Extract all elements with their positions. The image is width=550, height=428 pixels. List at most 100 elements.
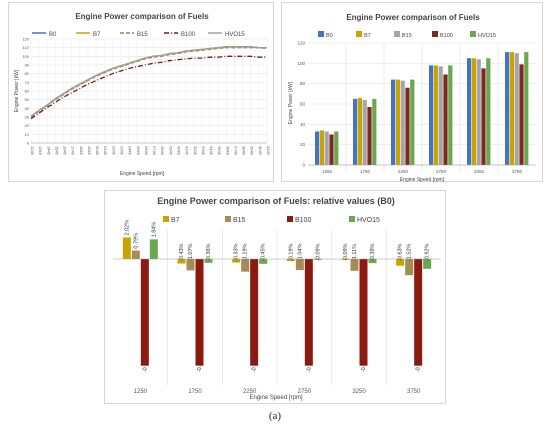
x-tick-label: 1750: [188, 389, 202, 395]
x-tick-label: 1250: [134, 389, 148, 395]
data-label: -1.52%: [407, 243, 413, 261]
bar-b100-3750: [414, 259, 423, 366]
bar-chart: Engine Power comparison of Fuels B0 B7 B15 B…: [288, 13, 536, 183]
legend-label-b15: B15: [137, 32, 148, 38]
relative-chart-panel: Engine Power comparison of Fuels: relati…: [104, 190, 446, 404]
legend-label-hvo15: HVO15: [357, 217, 380, 224]
data-label: -0.1: [142, 363, 148, 372]
x-axis-label: Engine Speed [rpm]: [249, 395, 302, 401]
data-label: -1.11%: [352, 244, 358, 261]
x-tick-label: 2945: [168, 146, 173, 156]
data-label: 1.84%: [151, 222, 157, 238]
bar-b0-1750: [353, 98, 358, 165]
x-tick-label: 3445: [209, 146, 214, 156]
bar-b0-3750: [505, 52, 510, 165]
legend-label-b15: B15: [402, 33, 412, 39]
bar-hvo15-1750: [372, 98, 377, 165]
y-tick-label: 60: [300, 102, 306, 107]
x-tick-label: 1845: [79, 146, 84, 156]
x-tick-label: 3245: [193, 146, 198, 156]
y-tick-label: 20: [300, 142, 306, 147]
bar-b7-2750: [433, 65, 438, 165]
data-label: -0.09%: [343, 243, 349, 261]
relative-bar-chart: Engine Power comparison of Fuels: relati…: [113, 196, 441, 401]
data-label: -0.1: [197, 363, 203, 372]
bar-chart-panel: Engine Power comparison of Fuels B0 B7 B15 B…: [281, 2, 543, 183]
bar-hvo15-2750: [448, 65, 453, 165]
x-tick-label: 2750: [298, 389, 312, 395]
bar-b0-2750: [429, 65, 434, 165]
bar-b100-1250: [329, 134, 334, 165]
bar-hvo15-1250: [149, 239, 158, 259]
x-tick-label: 4045: [258, 146, 263, 156]
legend-label-b0: B0: [326, 33, 333, 39]
y-tick-label: 40: [25, 106, 30, 111]
legend-swatch-hvo15: [349, 216, 355, 222]
bar-b15-2250: [241, 259, 250, 272]
bar-hvo15-3750: [524, 52, 529, 165]
x-tick-label: 3545: [217, 146, 222, 156]
bar-b7-3750: [396, 259, 405, 266]
data-label: -0.92%: [425, 243, 431, 261]
chart-title: Engine Power comparison of Fuels: [75, 12, 209, 21]
data-label: -0.1: [361, 363, 367, 372]
bar-hvo15-1250: [334, 131, 339, 165]
bar-b0-2250: [391, 79, 396, 165]
y-tick-label: 100: [22, 54, 29, 59]
legend-label-b15: B15: [233, 217, 246, 224]
bar-b15-1250: [324, 131, 329, 165]
x-tick-label: 1445: [46, 146, 51, 156]
data-label: -0.45%: [261, 243, 267, 261]
x-tick-label: 2145: [103, 146, 108, 156]
chart-title: Engine Power comparison of Fuels: relati…: [157, 196, 395, 206]
x-tick-label: 2645: [144, 146, 149, 156]
x-tick-label: 1645: [63, 146, 68, 156]
data-label: -0.39%: [370, 243, 376, 261]
x-tick-label: 3250: [352, 389, 366, 395]
y-tick-label: 80: [300, 81, 306, 86]
line-chart: Engine Power comparison of Fuels B0 B7 B15 B…: [14, 12, 271, 177]
y-tick-label: 70: [25, 80, 30, 85]
y-tick-label: 10: [25, 132, 30, 137]
bar-b15-1750: [362, 99, 367, 165]
legend-label-hvo15: HVO15: [478, 33, 496, 39]
data-label: -1.07%: [188, 243, 194, 261]
series-line-b100: [30, 55, 267, 120]
bar-hvo15-1750: [204, 259, 213, 263]
data-label: -0.43%: [179, 243, 185, 261]
legend-swatch-b15: [225, 216, 231, 222]
bar-b15-2250: [400, 80, 405, 165]
bar-b7-1250: [319, 130, 324, 165]
x-tick-label: 1945: [87, 146, 92, 156]
x-tick-label: 3945: [250, 146, 255, 156]
legend-label-b0: B0: [49, 32, 57, 38]
x-tick-label: 1245: [30, 146, 35, 156]
legend-swatch-b0: [318, 31, 324, 37]
bar-b100-1250: [140, 259, 149, 366]
bar-hvo15-2250: [410, 79, 415, 165]
x-tick-label: 3645: [225, 146, 230, 156]
y-tick-label: 0: [27, 141, 30, 146]
y-tick-label: 20: [25, 123, 30, 128]
legend-swatch-hvo15: [470, 31, 476, 37]
data-label: -1.04%: [297, 243, 303, 261]
legend-label-hvo15: HVO15: [225, 32, 245, 38]
x-tick-label: 2750: [436, 169, 447, 174]
bar-b100-3250: [481, 68, 486, 165]
data-label: -1.19%: [243, 243, 249, 261]
line-chart-panel: Engine Power comparison of Fuels B0 B7 B15 B…: [8, 2, 274, 182]
x-tick-label: 3250: [474, 169, 485, 174]
legend-label-b7: B7: [171, 217, 180, 224]
x-tick-label: 4145: [266, 146, 271, 156]
y-tick-label: 90: [25, 63, 30, 68]
y-axis-label: Engine Power [kW]: [288, 81, 294, 124]
legend-label-b100: B100: [440, 33, 453, 39]
y-tick-label: 40: [300, 122, 306, 127]
bar-b7-2750: [286, 259, 295, 262]
bar-b7-3250: [341, 259, 350, 260]
bar-b100-2750: [443, 74, 448, 165]
x-tick-label: 2345: [120, 146, 125, 156]
bar-b15-3250: [476, 59, 481, 166]
bar-b100-2250: [250, 259, 259, 366]
bar-b100-1750: [367, 107, 372, 165]
